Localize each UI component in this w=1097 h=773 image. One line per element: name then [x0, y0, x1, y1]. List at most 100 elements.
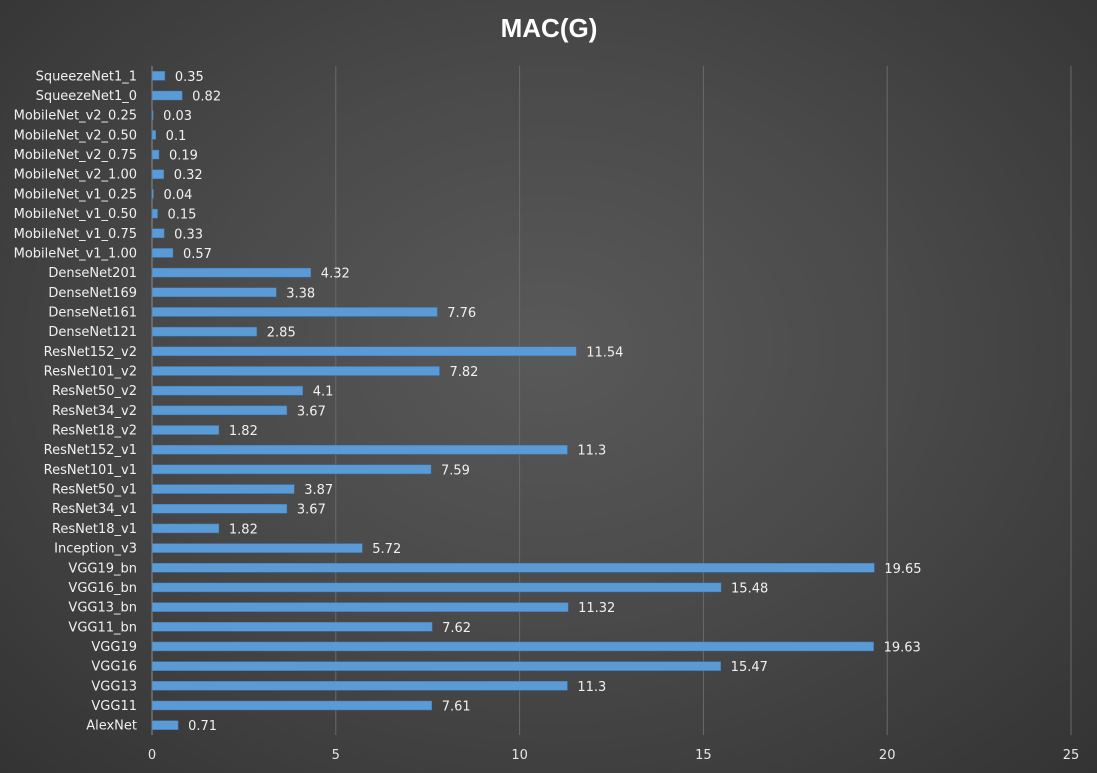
category-label: MobileNet_v2_0.50	[14, 128, 137, 143]
value-label: 7.61	[442, 699, 471, 714]
category-label: VGG16	[91, 660, 137, 675]
x-tick-label: 0	[148, 748, 156, 763]
category-label: VGG19	[91, 640, 137, 655]
bar-ResNet34_v1	[151, 503, 288, 514]
bar-VGG16	[151, 661, 721, 671]
value-label: 2.85	[267, 326, 296, 341]
bar-MobileNet_v2_0.75	[151, 149, 160, 160]
bar-SqueezeNet1_1	[151, 71, 166, 81]
value-label: 5.72	[372, 542, 401, 557]
bar-DenseNet161	[151, 307, 438, 317]
value-label: 0.35	[175, 70, 204, 85]
category-label: SqueezeNet1_0	[36, 89, 137, 104]
category-label: MobileNet_v2_0.25	[14, 109, 137, 124]
category-label: ResNet101_v2	[44, 364, 137, 379]
value-label: 19.63	[884, 640, 921, 655]
bar-VGG11	[151, 700, 432, 711]
value-label: 11.3	[577, 680, 606, 695]
bar-AlexNet	[151, 720, 179, 730]
category-label: DenseNet161	[48, 305, 137, 320]
bar-SqueezeNet1_0	[151, 90, 183, 101]
category-label: ResNet34_v1	[52, 502, 137, 517]
category-label: VGG13_bn	[68, 601, 137, 616]
value-label: 0.03	[163, 109, 192, 124]
bar-ResNet50_v2	[151, 385, 303, 396]
category-label: MobileNet_v2_1.00	[14, 168, 137, 183]
category-label: ResNet50_v1	[52, 483, 137, 498]
bar-ResNet101_v1	[151, 464, 432, 475]
value-labels: 0.35 0.820.03 0.1 0.19 0.32 0.04 0.15 0.33 0.57 4…	[163, 70, 921, 734]
bar-VGG19	[151, 641, 874, 652]
category-label: VGG19_bn	[68, 561, 137, 576]
value-label: 7.82	[449, 365, 478, 380]
category-label: VGG11_bn	[68, 620, 137, 635]
bar-MobileNet_v1_0.75	[151, 228, 165, 238]
value-label: 0.71	[188, 719, 217, 734]
category-label: MobileNet_v1_0.25	[14, 187, 137, 202]
bar-VGG19_bn	[151, 563, 875, 573]
category-label: SqueezeNet1_1	[36, 69, 137, 84]
value-label: 7.76	[447, 306, 476, 321]
x-tick-label: 20	[879, 748, 896, 763]
bar-DenseNet121	[151, 326, 258, 337]
value-label: 4.32	[321, 267, 350, 282]
value-label: 0.82	[192, 90, 221, 105]
bar-MobileNet_v2_0.25	[151, 110, 154, 120]
bar-MobileNet_v1_0.25	[151, 189, 154, 199]
bar-MobileNet_v2_0.50	[151, 130, 156, 140]
category-label: DenseNet201	[48, 266, 137, 281]
x-tick-label: 25	[1063, 748, 1080, 763]
value-label: 1.82	[229, 424, 258, 439]
bar-ResNet101_v2	[151, 366, 440, 376]
bars	[151, 71, 875, 730]
category-label: MobileNet_v1_1.00	[14, 246, 137, 261]
category-label: ResNet152_v1	[44, 443, 137, 458]
value-label: 15.47	[731, 660, 768, 675]
bar-ResNet152_v1	[151, 444, 568, 455]
bar-DenseNet201	[151, 267, 312, 278]
category-label: DenseNet121	[48, 325, 137, 340]
category-label: VGG11	[91, 699, 137, 714]
category-label: VGG16_bn	[68, 581, 137, 596]
value-label: 0.1	[166, 129, 187, 144]
bar-VGG11_bn	[151, 622, 433, 632]
value-label: 4.1	[313, 385, 334, 400]
value-label: 3.87	[304, 483, 333, 498]
bar-MobileNet_v1_0.50	[151, 208, 158, 219]
category-label: MobileNet_v2_0.75	[14, 148, 137, 163]
category-label: VGG13	[91, 679, 137, 694]
value-label: 11.54	[586, 345, 623, 360]
bar-Inception_v3	[151, 543, 363, 553]
gridlines	[151, 66, 1072, 735]
bar-VGG13_bn	[151, 602, 569, 612]
category-label: DenseNet169	[48, 286, 137, 301]
category-label: ResNet152_v2	[44, 345, 137, 360]
bar-ResNet34_v2	[151, 405, 288, 416]
value-label: 15.48	[731, 581, 768, 596]
x-tick-label: 5	[332, 748, 340, 763]
value-label: 0.57	[183, 247, 212, 262]
value-label: 0.32	[174, 168, 203, 183]
category-label: MobileNet_v1_0.75	[14, 227, 137, 242]
value-label: 0.04	[163, 188, 192, 203]
value-label: 0.15	[168, 208, 197, 223]
bar-ResNet18_v2	[151, 425, 220, 435]
category-label: ResNet18_v2	[52, 424, 137, 439]
category-labels: SqueezeNet1_1 SqueezeNet1_0 MobileNet_v2_0…	[14, 69, 137, 733]
category-label: ResNet34_v2	[52, 404, 137, 419]
x-tick-label: 10	[511, 748, 528, 763]
value-label: 3.67	[297, 503, 326, 518]
category-label: Inception_v3	[54, 542, 137, 557]
category-label: ResNet18_v1	[52, 522, 137, 537]
bar-MobileNet_v2_1.00	[151, 169, 165, 179]
value-label: 1.82	[229, 522, 258, 537]
bar-ResNet18_v1	[151, 523, 220, 534]
chart-title: MAC(G)	[501, 13, 598, 43]
category-label: AlexNet	[86, 719, 137, 734]
value-label: 3.67	[297, 404, 326, 419]
bar-ResNet152_v2	[151, 346, 577, 357]
category-label: ResNet101_v1	[44, 463, 137, 478]
value-label: 11.3	[577, 444, 606, 459]
